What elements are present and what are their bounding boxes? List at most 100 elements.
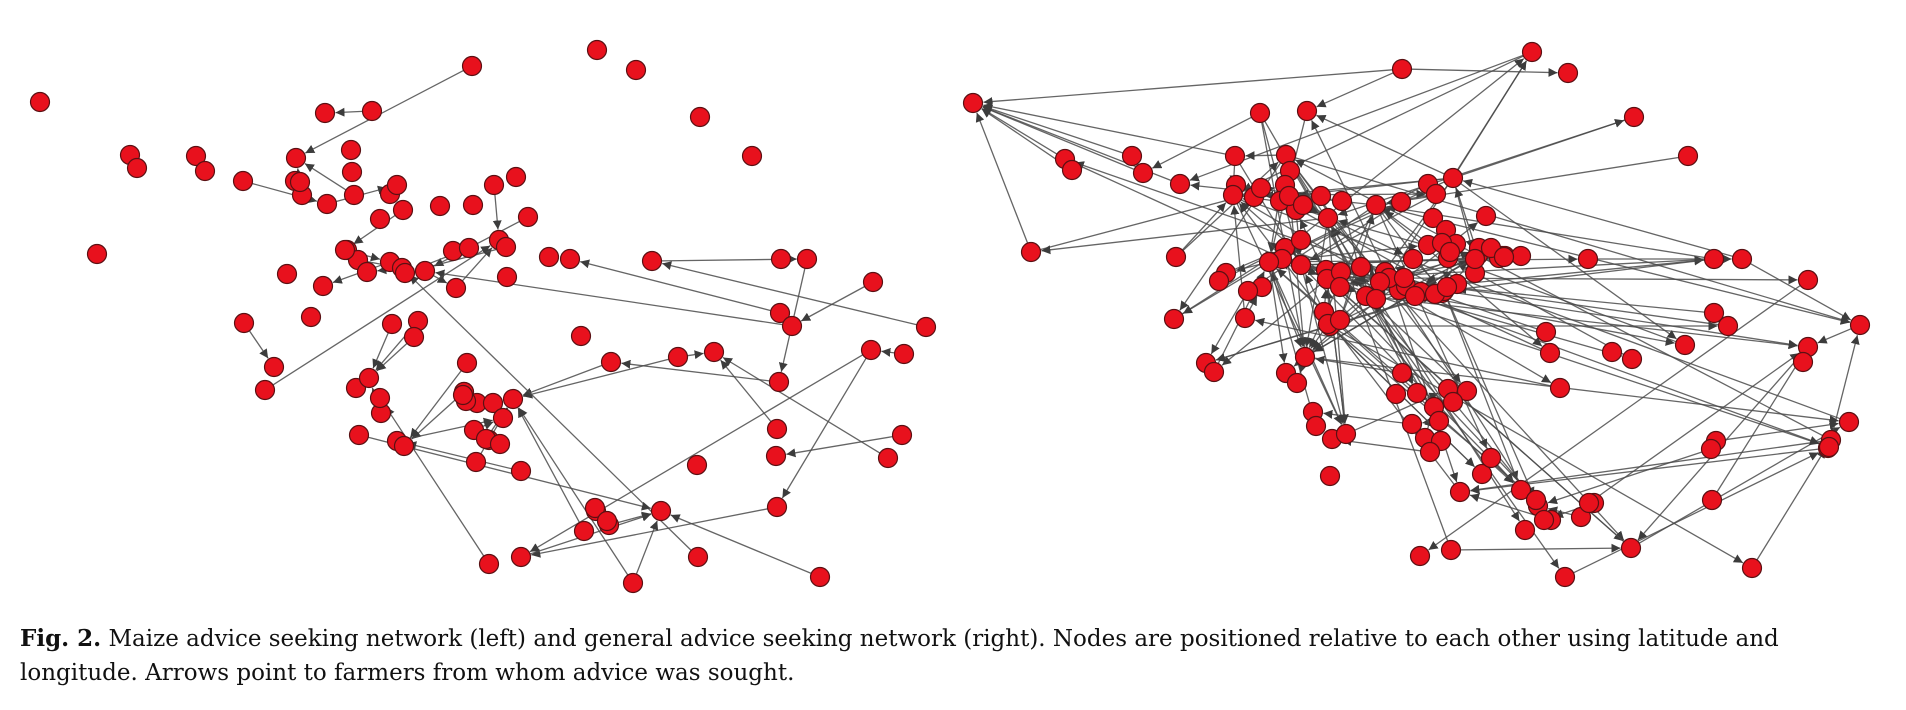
maize-network-edge <box>635 520 659 575</box>
general-network-edge <box>1245 151 1277 161</box>
figure-caption: Fig. 2. Maize advice seeking network (le… <box>20 622 1890 690</box>
general-network-edge <box>1453 291 1798 349</box>
general-network-edge <box>1336 221 1404 255</box>
maize-network-node <box>686 454 708 476</box>
maize-network-node <box>766 496 788 518</box>
general-network-node <box>1703 248 1725 270</box>
maize-network-edge <box>800 285 866 322</box>
maize-network-node <box>343 184 365 206</box>
general-network-node <box>1539 342 1561 364</box>
general-network-node <box>1797 269 1819 291</box>
maize-network-node <box>381 313 403 335</box>
maize-network-edge <box>670 514 812 575</box>
maize-network-edge <box>531 508 768 558</box>
general-network-edge <box>1298 363 1308 374</box>
maize-network-node <box>703 341 725 363</box>
maize-network-edge <box>492 194 502 230</box>
general-network-node <box>1493 246 1515 268</box>
maize-network-node <box>465 451 487 473</box>
maize-network-node <box>285 147 307 169</box>
general-network-node <box>1621 348 1643 370</box>
general-network-node <box>1409 545 1431 567</box>
general-network-edge <box>1457 284 1705 313</box>
general-network-edge <box>1152 116 1252 169</box>
general-network-edge <box>1256 209 1369 286</box>
general-network-node <box>1578 492 1600 514</box>
general-network-edge <box>1248 295 1258 311</box>
general-network-edge <box>1454 259 1705 294</box>
general-network-edge <box>1385 206 1850 325</box>
general-network-node <box>1557 62 1579 84</box>
maize-network-node <box>276 263 298 285</box>
maize-network-node <box>667 346 689 368</box>
maize-network-node <box>289 171 311 193</box>
general-network-node <box>1369 271 1391 293</box>
maize-network-edge <box>621 359 770 382</box>
general-network-edge <box>1470 440 1822 494</box>
general-network-node <box>1237 280 1259 302</box>
general-network-node <box>1385 383 1407 405</box>
maize-network-edge <box>368 436 651 511</box>
maize-network-node <box>403 326 425 348</box>
general-network-edge <box>1316 72 1394 108</box>
general-network-node <box>1402 248 1424 270</box>
general-network-node <box>1674 334 1696 356</box>
general-network-node <box>1404 285 1426 307</box>
maize-network-node <box>483 174 505 196</box>
general-network-node <box>962 92 984 114</box>
maize-network-node <box>334 239 356 261</box>
general-network-node <box>1717 315 1739 337</box>
general-network-edge <box>1749 263 1852 321</box>
general-network-edge <box>1596 352 1800 499</box>
general-network-node <box>1329 276 1351 298</box>
general-network-node <box>1623 106 1645 128</box>
general-network-edge <box>1255 317 1551 387</box>
maize-network-node <box>584 497 606 519</box>
maize-network-edge <box>618 511 652 524</box>
general-network-edge <box>1461 119 1625 176</box>
general-network-edge <box>1215 328 1322 362</box>
maize-network-node <box>622 572 644 594</box>
general-network-node <box>1250 177 1272 199</box>
maize-network-edge <box>720 359 772 423</box>
general-network-node <box>1419 441 1441 463</box>
general-network-node <box>1533 509 1555 531</box>
general-network-node <box>1741 557 1763 579</box>
maize-network-node <box>796 248 818 270</box>
general-network-node <box>1169 173 1191 195</box>
general-network-node <box>1428 410 1450 432</box>
maize-network-node <box>600 351 622 373</box>
general-network-edge <box>981 107 1058 155</box>
general-network-node <box>1480 447 1502 469</box>
general-network-node <box>1818 436 1840 458</box>
general-network-edge <box>1320 289 1330 303</box>
general-network-node <box>1554 566 1576 588</box>
general-network-node <box>1317 207 1339 229</box>
maize-network-edge <box>248 330 269 359</box>
maize-network-node <box>492 407 514 429</box>
maize-network-node <box>495 236 517 258</box>
general-network-node <box>1335 423 1357 445</box>
general-network-node <box>1439 241 1461 263</box>
maize-network-node <box>559 248 581 270</box>
general-network-edge <box>1573 452 1819 574</box>
general-network-edge <box>1330 227 1449 542</box>
general-network-node <box>1422 207 1444 229</box>
general-network-edge <box>1074 161 1436 289</box>
general-network-node <box>1601 341 1623 363</box>
general-network-edge <box>1469 493 1543 518</box>
maize-network-edge <box>517 407 581 523</box>
general-network-node <box>1425 183 1447 205</box>
general-network-edge <box>1316 114 1445 175</box>
maize-network-edge <box>786 435 893 458</box>
maize-network-node <box>687 546 709 568</box>
nodes-layer <box>29 39 937 594</box>
maize-network-node <box>361 100 383 122</box>
general-network-node <box>1701 489 1723 511</box>
general-network-node <box>1449 481 1471 503</box>
maize-network-node <box>478 553 500 575</box>
maize-network-node <box>489 433 511 455</box>
maize-network-node <box>517 206 539 228</box>
maize-network-node <box>458 237 480 259</box>
general-network-edge <box>1315 355 1393 373</box>
